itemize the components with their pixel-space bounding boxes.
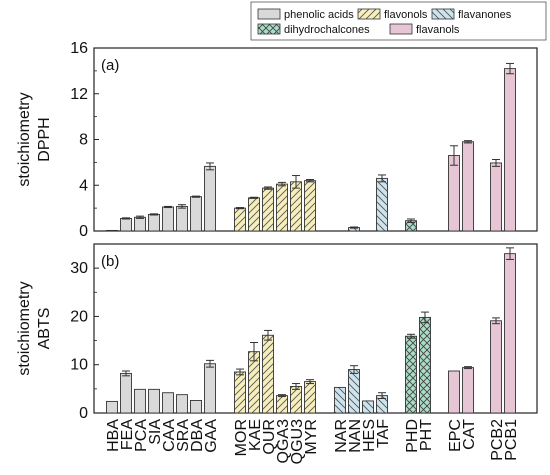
x-tick-label: EPC: [447, 419, 464, 452]
y-axis-label-line1: stoichiometry: [16, 92, 33, 186]
bar-caa: [162, 392, 174, 414]
y-tick-label: 0: [79, 223, 88, 240]
bar-pht: [419, 316, 431, 414]
bar-myr: [304, 180, 316, 232]
x-tick-label: CAA: [161, 419, 178, 452]
bar-dba: [190, 196, 202, 232]
bar-fea: [120, 372, 132, 414]
bar-sra: [176, 205, 188, 232]
y-axis-label-line1: stoichiometry: [16, 281, 33, 375]
legend-label: dihydrochalcones: [284, 24, 370, 36]
bar-myr: [304, 381, 316, 414]
legend-label: flavanols: [416, 24, 460, 36]
bar-pca: [134, 388, 146, 414]
bar-pcb2: [490, 162, 502, 232]
y-tick-label: 20: [70, 308, 88, 325]
panel-b: 0 10 20 30 (b) stoichiometry ABTS: [16, 243, 538, 422]
x-tick-label: FEA: [119, 419, 136, 450]
x-tick-label: KAE: [247, 419, 264, 451]
bar-fea: [120, 217, 132, 232]
legend: phenolic acids flavonols flavanones dihydro…: [250, 1, 547, 41]
legend-label: phenolic acids: [284, 9, 354, 21]
x-tick-label: CAT: [461, 419, 478, 450]
bar-cat: [462, 367, 474, 414]
y-tick-label: 10: [70, 357, 88, 374]
y-tick-label: 8: [79, 132, 88, 149]
bar-cat: [462, 141, 474, 232]
x-tick-label: MYR: [303, 419, 320, 455]
y-tick-label: 30: [70, 260, 88, 277]
y-tick-label: 12: [70, 86, 88, 103]
panel-a: 0 4 8 12 16 (a) stoichiometry DPPH: [16, 40, 538, 240]
legend-swatch: [357, 8, 381, 20]
x-tick-label: HBA: [105, 419, 122, 452]
bar-gaa: [204, 165, 216, 232]
x-tick-label: PHD: [404, 419, 421, 453]
bar-caa: [162, 206, 174, 232]
bar-hes: [362, 400, 374, 414]
x-tick-label: DBA: [189, 419, 206, 452]
legend-swatch: [257, 23, 281, 35]
x-tick-label: PHT: [418, 419, 435, 451]
bar-qga3: [276, 183, 288, 232]
x-tick-label: HES: [361, 419, 378, 452]
bar-dba: [190, 399, 202, 414]
legend-label: flavanones: [458, 9, 512, 21]
x-tick-label: PCB2: [489, 419, 506, 461]
x-tick-label: SIA: [147, 419, 164, 445]
bar-sia: [148, 213, 160, 232]
panel-tag: (b): [101, 253, 119, 270]
bar-qgu3: [290, 385, 302, 414]
bar-qur: [262, 187, 274, 232]
x-tick-label: NAR: [333, 419, 350, 453]
panel-tag: (a): [101, 57, 119, 74]
legend-swatch: [431, 8, 455, 20]
x-tick-label: MOR: [233, 419, 250, 456]
legend-swatch: [389, 23, 413, 35]
bar-mor: [234, 207, 246, 232]
bar-epc: [448, 155, 460, 232]
bar-qga3: [276, 395, 288, 414]
bar-pca: [134, 216, 146, 232]
x-tick-label: GAA: [203, 419, 220, 453]
bar-epc: [448, 370, 460, 414]
legend-swatch: [257, 8, 281, 20]
bar-qgu3: [290, 181, 302, 232]
bar-hba: [106, 400, 118, 414]
x-tick-label: PCB1: [503, 419, 520, 461]
bar-mor: [234, 371, 246, 414]
bar-hba: [106, 229, 118, 232]
x-tick-label: PCA: [133, 419, 150, 452]
y-tick-label: 16: [70, 40, 88, 57]
x-tick-label: SRA: [175, 419, 192, 452]
x-tick-label: QGU3: [289, 419, 306, 464]
bar-taf: [376, 177, 388, 232]
x-tick-label: QUR: [261, 419, 278, 455]
y-tick-label: 0: [79, 405, 88, 422]
bar-pcb1: [504, 253, 516, 414]
bar-pcb2: [490, 320, 502, 414]
bar-pcb1: [504, 68, 516, 232]
y-tick-label: 4: [79, 177, 88, 194]
bar-sia: [148, 388, 160, 414]
bar-gaa: [204, 363, 216, 414]
x-tick-label: QGA3: [275, 419, 292, 464]
bar-kae: [248, 197, 260, 232]
y-axis-label-line2: ABTS: [36, 308, 53, 350]
bar-nar: [334, 386, 346, 414]
x-tick-label: NAN: [347, 419, 364, 453]
y-axis-label-line2: DPPH: [36, 117, 53, 161]
bar-sra: [176, 394, 188, 414]
bar-phd: [405, 335, 417, 414]
bar-nan: [348, 369, 360, 414]
bar-qur: [262, 334, 274, 414]
legend-label: flavonols: [384, 9, 428, 21]
x-tick-label: TAF: [375, 419, 392, 448]
